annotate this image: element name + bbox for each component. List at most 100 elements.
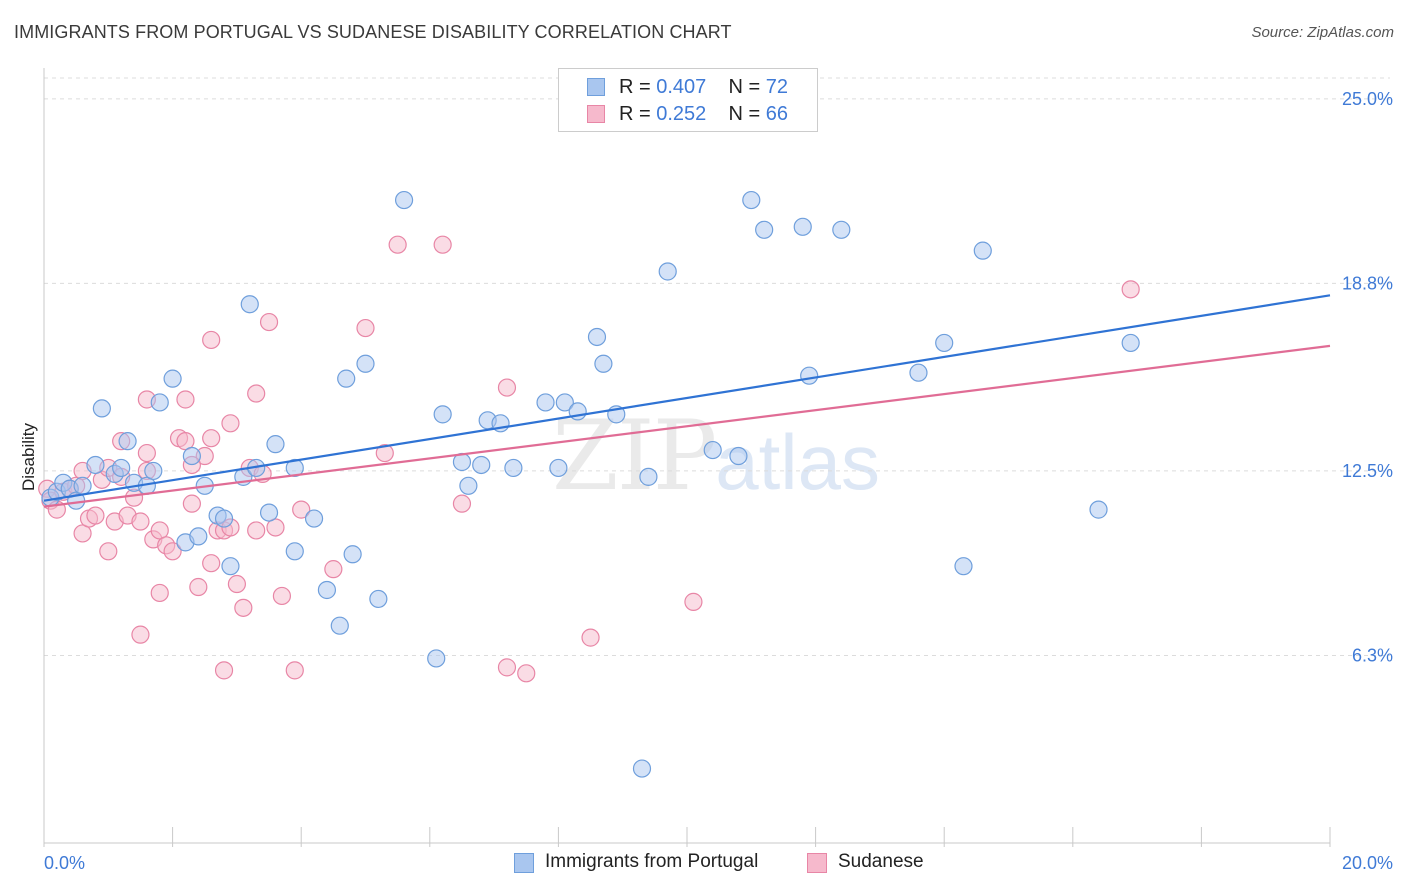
portugal-point [343,545,362,564]
sudanese-point [433,235,452,254]
sudanese-point [202,330,221,350]
sudanese-point [189,577,208,597]
portugal-point [729,446,748,466]
sudanese-point [234,598,253,617]
portugal-point [304,509,324,528]
portugal-point [144,461,163,481]
portugal-point [793,217,812,236]
axes [43,68,1331,847]
portugal-point [221,557,240,576]
sudanese-point [285,661,304,680]
portugal-point [832,220,851,239]
portugal-point [555,393,574,412]
portugal-point [182,446,201,466]
y-axis-label: Disability [19,422,38,491]
series-immigrants-from-portugal [41,190,1140,778]
sudanese-trend-line [43,344,1331,508]
portugal-point [285,458,304,478]
portugal-point [658,262,677,281]
portugal-point [639,467,658,486]
sudanese-point [131,625,150,644]
sudanese-point [247,521,266,540]
portugal-point [742,190,761,210]
grid-lines [44,77,1390,656]
sudanese-point [202,554,221,573]
portugal-point [800,366,819,385]
portugal-point [356,354,375,373]
portugal-point [703,440,722,460]
y-tick-label: 25.0% [1342,89,1393,109]
portugal-point [973,241,992,260]
portugal-point [330,616,349,635]
sudanese-point [227,574,246,594]
portugal-point [337,369,356,388]
watermark: ZIPatlas [552,400,880,512]
portugal-point [112,458,131,478]
portugal-point [459,476,478,495]
sudanese-point [684,592,703,611]
legend-swatch-sudanese [587,105,605,123]
legend-r-value: 0.252 [656,103,707,125]
sudanese-point [150,583,169,603]
portugal-point [632,759,652,778]
portugal-point [1121,333,1140,353]
sudanese-point [272,586,292,606]
legend-swatch-portugal [587,78,605,96]
legend-r-value: 0.407 [656,76,707,98]
sudanese-point [221,414,240,433]
portugal-point [909,363,928,382]
trend-lines [43,294,1331,508]
sudanese-point [259,312,279,332]
portugal-point [536,393,555,412]
sudanese-point [163,542,182,561]
portugal-point [549,458,568,478]
portugal-point [189,527,208,546]
bottom-legend-label-sudanese: Sudanese [838,851,924,872]
source-credit: Source: ZipAtlas.com [1251,24,1394,41]
y-tick-labels: 6.3% 12.5% 18.8% 25.0% [1342,89,1393,666]
x-tick-label: 20.0% [1342,853,1393,873]
portugal-point [935,333,954,353]
portugal-point [427,649,446,668]
legend-n-label: N = [728,103,761,125]
portugal-point [954,557,973,576]
sudanese-point [292,500,311,519]
series-sudanese [38,235,1140,683]
sudanese-point [497,378,517,397]
portugal-point [266,435,285,454]
sudanese-point [388,235,407,254]
portugal-point [317,580,337,600]
y-tick-label: 6.3% [1352,645,1393,665]
chart-title: IMMIGRANTS FROM PORTUGAL VS SUDANESE DIS… [14,22,732,42]
sudanese-point [131,512,150,531]
portugal-trend-line [43,294,1331,502]
portugal-point [594,354,613,373]
sudanese-point [86,506,105,525]
portugal-point [86,455,105,475]
sudanese-point [202,429,221,448]
legend-n-value: 72 [765,76,789,98]
correlation-legend: R = 0.407 N = 72 R = 0.252 N = 66 [558,68,818,132]
portugal-point [150,393,169,412]
sudanese-point [517,664,536,683]
bottom-legend-label-portugal: Immigrants from Portugal [545,851,759,872]
sudanese-point [137,443,156,463]
portugal-point [369,589,388,609]
sudanese-point [356,318,375,338]
sudanese-point [182,494,201,513]
portugal-point [73,476,92,495]
sudanese-point [375,443,394,463]
sudanese-point [99,542,118,561]
portugal-point [163,369,182,388]
sudanese-point [497,658,517,677]
portugal-point [504,458,523,478]
portugal-point [394,190,414,210]
y-tick-label: 18.8% [1342,273,1393,293]
portugal-point [755,220,774,239]
portugal-point [259,503,279,522]
sudanese-point [247,384,266,403]
legend-r-label: R = [619,76,651,98]
bottom-legend-swatch-portugal [514,853,534,873]
bottom-legend-swatch-sudanese [807,853,827,873]
